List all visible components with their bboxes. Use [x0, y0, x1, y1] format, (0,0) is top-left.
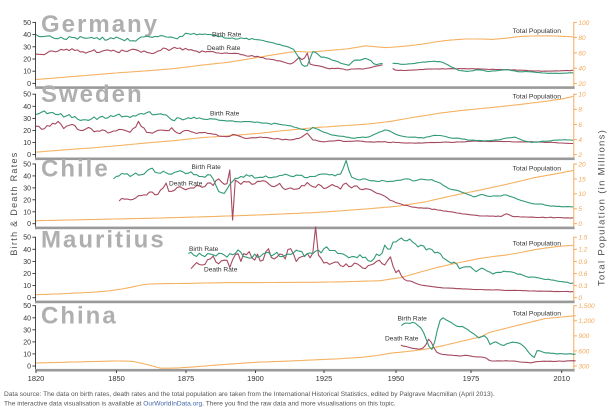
svg-text:0: 0 — [578, 221, 582, 228]
svg-text:900: 900 — [578, 333, 589, 340]
svg-text:20: 20 — [23, 339, 31, 346]
svg-text:1.5: 1.5 — [578, 235, 587, 242]
svg-text:8: 8 — [578, 107, 582, 114]
svg-text:1950: 1950 — [388, 374, 405, 383]
svg-text:1,200: 1,200 — [578, 318, 595, 325]
svg-text:Total Population: Total Population — [513, 165, 562, 172]
svg-text:1975: 1975 — [463, 374, 480, 383]
svg-text:Death Rate: Death Rate — [204, 266, 238, 273]
svg-text:40: 40 — [23, 315, 31, 322]
svg-text:4: 4 — [578, 137, 582, 144]
svg-text:0: 0 — [27, 152, 31, 159]
svg-text:0: 0 — [27, 221, 31, 228]
svg-text:10: 10 — [23, 69, 31, 76]
svg-text:0: 0 — [27, 295, 31, 302]
svg-text:20: 20 — [577, 81, 586, 88]
svg-text:Birth & Death Rates: Birth & Death Rates — [9, 151, 19, 255]
svg-text:Birth Rate: Birth Rate — [192, 164, 222, 171]
svg-text:The interactive data visualisa: The interactive data visualisation is av… — [4, 401, 396, 408]
svg-text:30: 30 — [23, 44, 31, 51]
svg-text:0.9: 0.9 — [578, 259, 587, 266]
svg-text:Total Population: Total Population — [513, 241, 562, 248]
svg-text:Sweden: Sweden — [41, 81, 144, 108]
svg-text:Total Population: Total Population — [513, 28, 562, 35]
svg-text:40: 40 — [578, 66, 586, 73]
svg-text:Total Population: Total Population — [513, 311, 562, 318]
svg-text:15: 15 — [578, 176, 586, 183]
svg-text:6: 6 — [578, 122, 582, 129]
svg-text:Death Rate: Death Rate — [207, 45, 241, 52]
svg-text:1.2: 1.2 — [578, 247, 587, 254]
svg-text:0: 0 — [578, 295, 582, 302]
svg-text:1820: 1820 — [28, 374, 45, 383]
svg-text:Data source: The data on birth: Data source: The data on birth rates, de… — [4, 391, 495, 398]
svg-text:50: 50 — [23, 303, 31, 310]
svg-text:10: 10 — [578, 92, 586, 99]
svg-text:50: 50 — [23, 20, 31, 27]
svg-text:Birth Rate: Birth Rate — [189, 246, 219, 253]
svg-text:50: 50 — [23, 92, 31, 99]
svg-text:80: 80 — [578, 35, 586, 42]
svg-text:30: 30 — [23, 116, 31, 123]
svg-text:Mauritius: Mauritius — [41, 226, 166, 253]
svg-text:2010: 2010 — [553, 374, 570, 383]
svg-text:Death Rate: Death Rate — [385, 336, 419, 343]
svg-text:20: 20 — [23, 271, 31, 278]
svg-text:10: 10 — [23, 209, 31, 216]
svg-text:Chile: Chile — [41, 156, 110, 183]
svg-text:10: 10 — [23, 351, 31, 358]
svg-text:10: 10 — [23, 283, 31, 290]
svg-text:40: 40 — [23, 32, 31, 39]
svg-text:30: 30 — [23, 327, 31, 334]
svg-text:30: 30 — [23, 259, 31, 266]
svg-text:2: 2 — [577, 152, 582, 159]
svg-text:600: 600 — [578, 348, 589, 355]
svg-text:30: 30 — [23, 185, 31, 192]
svg-text:0.6: 0.6 — [578, 271, 587, 278]
svg-text:0.3: 0.3 — [578, 283, 587, 290]
svg-text:10: 10 — [23, 140, 31, 147]
svg-text:Birth Rate: Birth Rate — [398, 316, 428, 323]
svg-text:1875: 1875 — [178, 374, 195, 383]
svg-text:Total Population (in Millions): Total Population (in Millions) — [597, 129, 608, 286]
svg-text:Birth Rate: Birth Rate — [210, 110, 240, 117]
svg-text:20: 20 — [577, 161, 586, 168]
svg-text:Total Population: Total Population — [513, 94, 562, 101]
svg-text:20: 20 — [23, 128, 31, 135]
svg-text:China: China — [41, 303, 118, 330]
svg-text:40: 40 — [23, 104, 31, 111]
svg-text:50: 50 — [23, 162, 31, 169]
svg-text:20: 20 — [23, 57, 31, 64]
svg-text:40: 40 — [23, 247, 31, 254]
svg-text:0: 0 — [27, 81, 31, 88]
svg-text:1850: 1850 — [108, 374, 125, 383]
svg-text:1,500: 1,500 — [578, 303, 595, 310]
svg-text:5: 5 — [578, 206, 582, 213]
svg-text:40: 40 — [23, 173, 31, 180]
svg-text:0: 0 — [27, 364, 31, 371]
svg-text:50: 50 — [23, 235, 31, 242]
svg-text:60: 60 — [578, 50, 586, 57]
svg-text:Germany: Germany — [41, 11, 159, 38]
svg-text:300: 300 — [578, 363, 589, 370]
svg-text:10: 10 — [578, 191, 586, 198]
svg-text:1925: 1925 — [316, 374, 333, 383]
svg-text:100: 100 — [578, 20, 589, 27]
svg-text:Birth Rate: Birth Rate — [212, 31, 242, 38]
svg-text:1900: 1900 — [247, 374, 264, 383]
svg-text:Death Rate: Death Rate — [169, 180, 203, 187]
svg-text:20: 20 — [23, 197, 31, 204]
